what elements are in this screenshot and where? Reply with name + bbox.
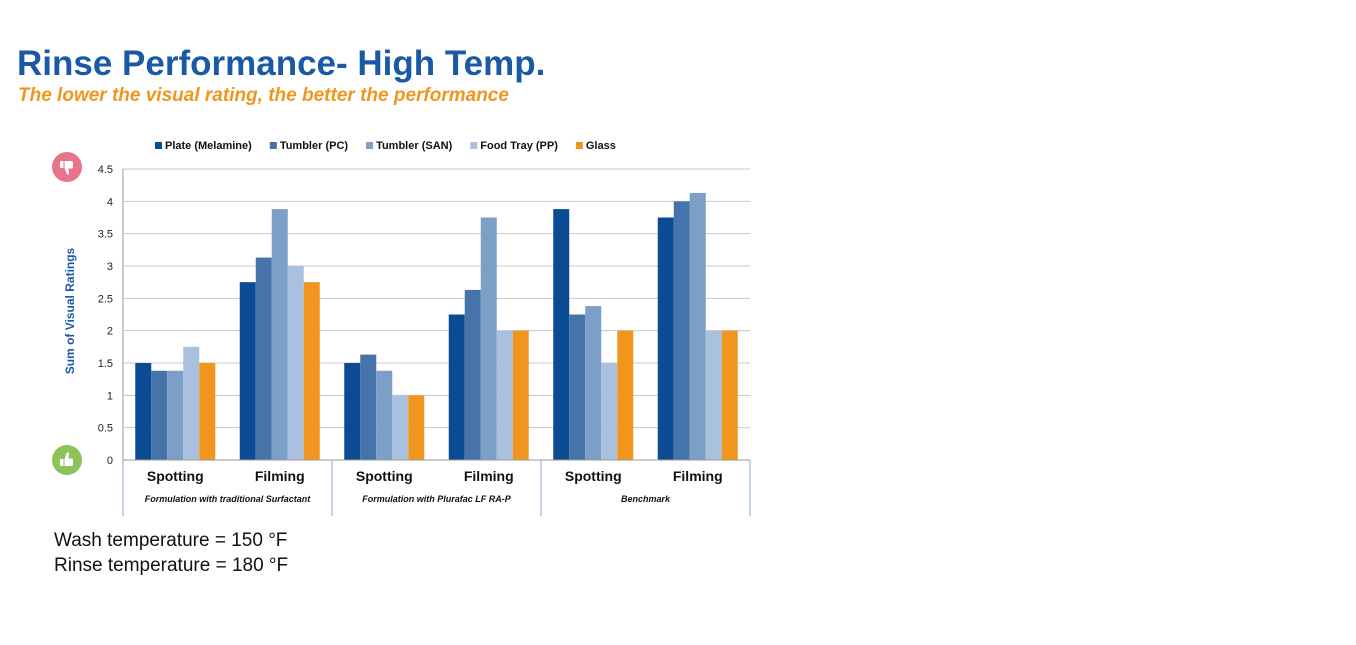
slide-title: Rinse Performance- High Temp.: [17, 44, 546, 83]
x-category-label: Filming: [673, 468, 723, 484]
chart-gridlines: [123, 168, 750, 429]
y-axis-title: Sum of Visual Ratings: [63, 247, 77, 374]
x-group-label: Formulation with Plurafac LF RA-P: [362, 494, 512, 504]
bar: [376, 370, 393, 460]
bar: [585, 306, 602, 460]
bar: [569, 314, 586, 460]
y-tick-label: 0.5: [98, 423, 113, 435]
legend-swatch: [470, 142, 478, 149]
bar: [673, 201, 690, 461]
bar: [360, 354, 377, 460]
x-group-label: Formulation with traditional Surfactant: [145, 494, 312, 504]
bar: [167, 370, 184, 460]
y-tick-label: 0: [107, 455, 113, 467]
legend-entry: Tumbler (PC): [280, 140, 349, 152]
x-category-label: Filming: [255, 468, 305, 484]
legend-swatch: [155, 142, 162, 149]
wash-temperature-note: Wash temperature = 150 °F: [54, 530, 288, 551]
bar: [287, 266, 304, 460]
y-tick-label: 3.5: [98, 229, 113, 241]
bar: [408, 395, 425, 460]
bar: [721, 330, 738, 460]
legend-entry: Tumbler (SAN): [376, 140, 453, 152]
bar: [689, 192, 706, 460]
x-category-label: Spotting: [356, 468, 413, 484]
legend-entry: Glass: [586, 140, 616, 152]
x-group-label: Benchmark: [621, 494, 671, 504]
bar: [553, 209, 570, 460]
bar: [601, 363, 618, 460]
bar: [480, 217, 497, 460]
legend-swatch: [575, 142, 583, 149]
y-tick-label: 3: [107, 261, 113, 273]
x-category-label: Spotting: [565, 468, 622, 484]
y-tick-label: 4: [107, 196, 113, 208]
bar: [239, 282, 256, 460]
bar: [392, 395, 409, 460]
y-tick-label: 1: [107, 390, 113, 402]
bar: [303, 282, 320, 460]
thumbs-down-icon: [52, 152, 82, 182]
thumbs-up-icon: [52, 445, 82, 475]
chart-bars: [135, 192, 738, 461]
bar: [448, 314, 465, 460]
bar: [512, 330, 529, 460]
bar: [135, 363, 152, 460]
bar: [617, 330, 634, 460]
y-tick-label: 2: [107, 326, 113, 338]
bar: [183, 346, 200, 460]
y-tick-label: 4.5: [98, 164, 113, 176]
bar: [705, 330, 722, 460]
chart-legend: Plate (Melamine) Tumbler (PC) Tumbler (SAN…: [155, 140, 616, 152]
legend-swatch: [366, 142, 374, 149]
bar: [657, 217, 674, 460]
x-category-label: Spotting: [147, 468, 204, 484]
rinse-temperature-note: Rinse temperature = 180 °F: [54, 555, 289, 576]
bar: [271, 209, 288, 460]
x-category-label: Filming: [464, 468, 514, 484]
slide-subtitle: The lower the visual rating, the better …: [18, 85, 509, 106]
bar: [496, 330, 513, 460]
y-tick-label: 1.5: [98, 358, 113, 370]
bar: [344, 363, 361, 460]
legend-entry: Food Tray (PP): [480, 140, 558, 152]
legend-swatch: [269, 142, 277, 149]
bar: [255, 257, 272, 460]
y-tick-label: 2.5: [98, 293, 113, 305]
bar: [151, 370, 168, 460]
legend-entry: Plate (Melamine): [165, 140, 252, 152]
bar: [199, 363, 216, 460]
chart-axes: 0 0.5 1 1.5 2 2.5 3 3.5 4 4.5 Spotting Filming Spott…: [98, 164, 751, 516]
bar: [464, 289, 481, 460]
